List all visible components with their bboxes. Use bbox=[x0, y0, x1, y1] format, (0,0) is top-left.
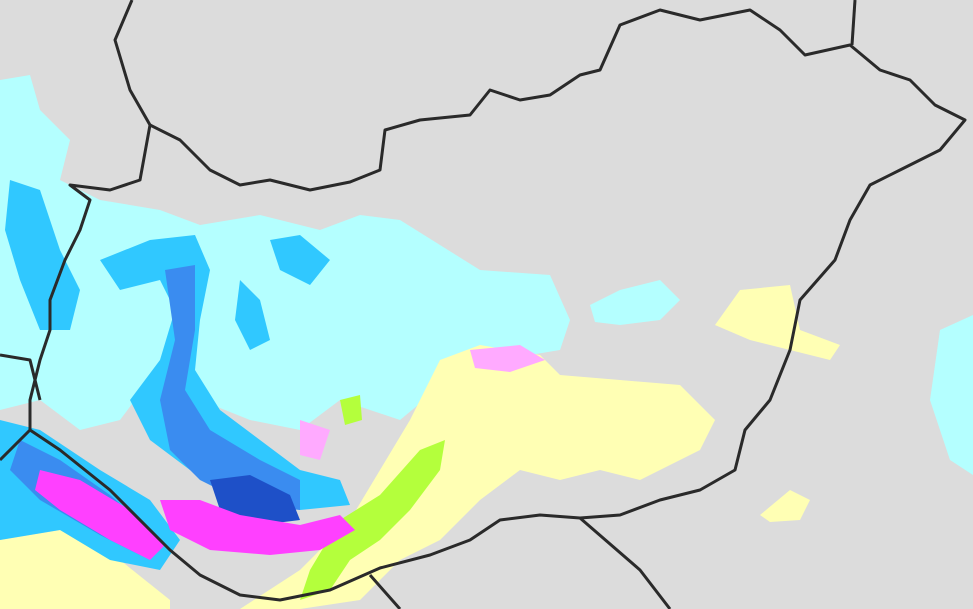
precip-lime bbox=[340, 395, 362, 425]
precip-yellow bbox=[760, 490, 810, 522]
croatia-border bbox=[0, 353, 42, 401]
hungary-border bbox=[28, 8, 967, 602]
precip-pink bbox=[300, 420, 330, 460]
precip-moderate bbox=[160, 265, 300, 510]
precip-light bbox=[270, 235, 330, 285]
precip-pink bbox=[470, 345, 545, 372]
precip-yellow bbox=[0, 530, 170, 609]
precip-yellow bbox=[715, 285, 840, 360]
precip-very-light bbox=[930, 315, 973, 475]
precipitation-layer bbox=[0, 75, 973, 609]
slovakia-ukraine-border bbox=[850, 0, 857, 46]
precip-light bbox=[5, 180, 80, 330]
precip-very-light bbox=[590, 280, 680, 325]
precip-very-heavy bbox=[35, 470, 165, 560]
croatia-serbia-border bbox=[368, 574, 402, 609]
austria-slovakia-border bbox=[113, 0, 152, 126]
slovenia-border bbox=[0, 428, 32, 462]
precip-light bbox=[235, 280, 270, 350]
precip-lime bbox=[300, 440, 445, 600]
serbia-romania-border bbox=[579, 516, 672, 609]
precip-very-heavy bbox=[160, 500, 355, 555]
precip-light bbox=[100, 235, 350, 510]
